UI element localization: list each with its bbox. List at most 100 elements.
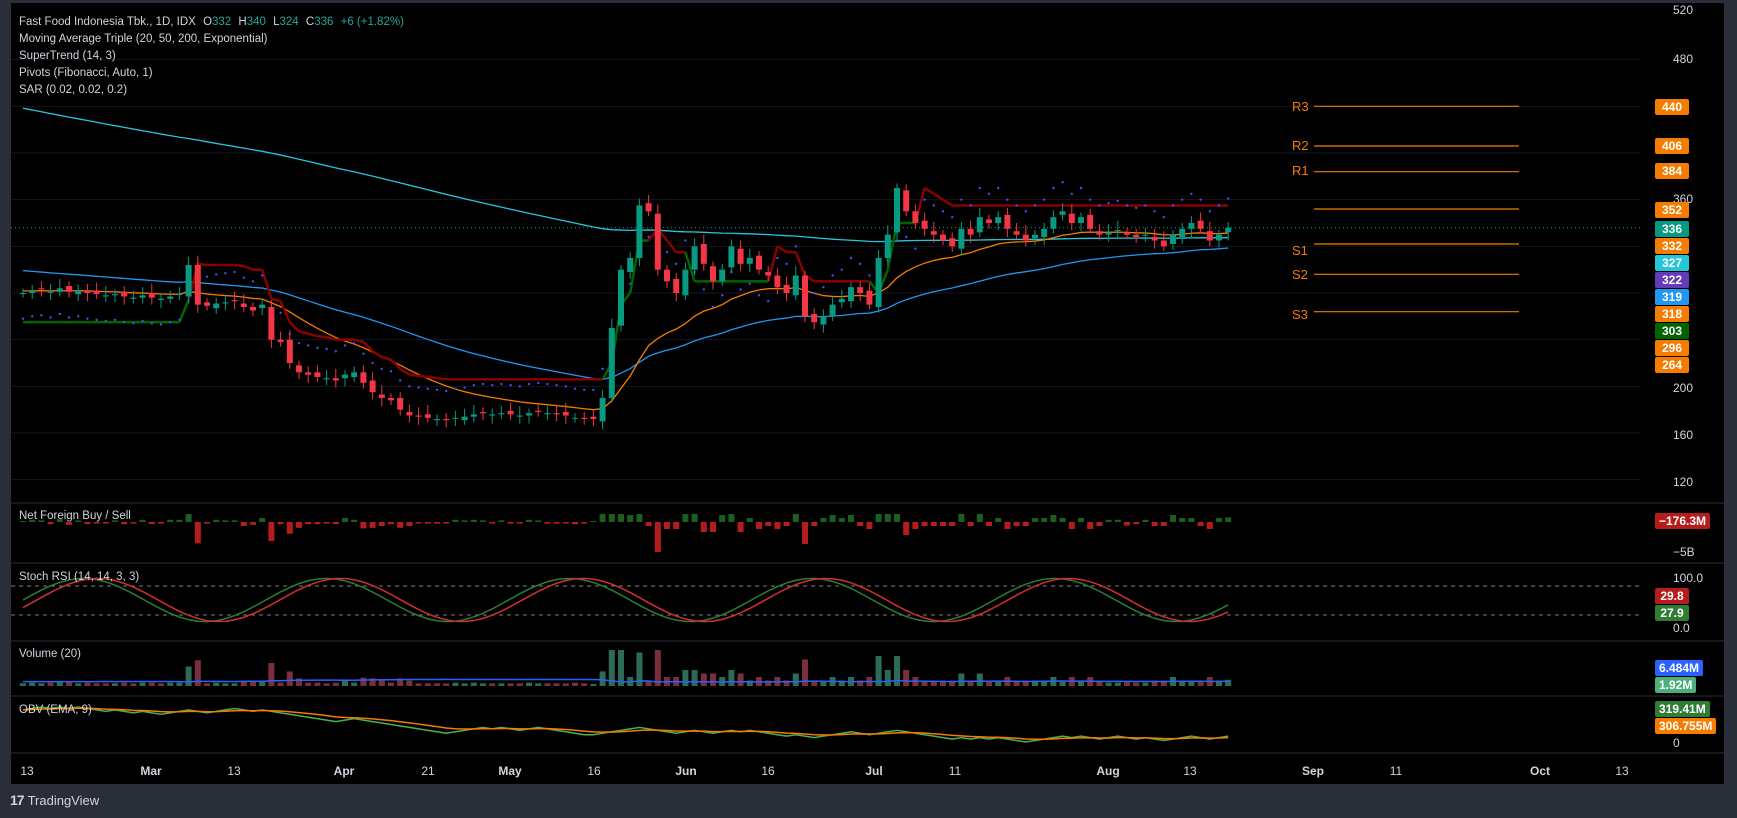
nfbs-bar (1206, 522, 1213, 529)
pane-title-volume[interactable]: Volume (20) (19, 648, 82, 660)
supertrend-segment (326, 336, 337, 341)
time-tick: Sep (1301, 764, 1325, 778)
supertrend-segment (381, 355, 392, 361)
indicator-legend-sar[interactable]: SAR (0.02, 0.02, 0.2) (19, 84, 128, 96)
time-tick: Oct (1529, 764, 1551, 778)
volume-bar (66, 681, 72, 686)
candle-body (213, 303, 220, 309)
tradingview-logo[interactable]: 17 TradingView (10, 792, 99, 808)
nfbs-bar (305, 522, 312, 525)
sar-dot (951, 215, 954, 219)
sar-dot (721, 294, 724, 297)
sar-dot (1227, 197, 1230, 200)
candle-body (397, 398, 404, 410)
sar-dot (555, 383, 558, 387)
supertrend-segment (353, 338, 364, 344)
nfbs-bar (986, 522, 992, 526)
candle-body (746, 258, 753, 264)
obv-axis-tick: 0 (1673, 736, 1680, 750)
candle-body (222, 302, 229, 304)
indicator-legend-ma[interactable]: Moving Average Triple (20, 50, 200, Expo… (19, 33, 268, 45)
price-tick: 520 (1673, 3, 1694, 17)
nfbs-bar (1188, 518, 1195, 522)
nfbs-bar (130, 522, 137, 524)
volume-bar (1114, 682, 1121, 686)
nfbs-bar (250, 522, 256, 525)
candle-body (268, 307, 275, 340)
price-badge-r3: 440 (1655, 99, 1689, 115)
volume-bar (185, 666, 192, 686)
nfbs-bar (544, 522, 551, 524)
candle-body (700, 244, 707, 264)
nfbs-bar (1179, 518, 1186, 522)
nfbs-bar (599, 514, 606, 522)
pane-title-nfbs[interactable]: Net Foreign Buy / Sell (19, 510, 131, 522)
sar-dot (1061, 180, 1064, 184)
price-tick: 160 (1673, 428, 1694, 442)
sar-dot (159, 323, 163, 326)
sar-dot (67, 316, 71, 319)
candle-body (654, 213, 661, 270)
candle-body (434, 419, 440, 421)
nfbs-bar (20, 521, 26, 522)
nfbs-bar (434, 522, 440, 524)
pane-title-obv[interactable]: OBV (EMA, 9) (19, 704, 92, 716)
candle-body (102, 295, 109, 297)
sar-dot (546, 382, 549, 386)
volume-bar (857, 680, 864, 686)
sar-dot (123, 320, 126, 324)
nfbs-bar (1225, 517, 1232, 522)
high-key: H (238, 16, 247, 28)
pane-title-stoch[interactable]: Stoch RSI (14, 14, 3, 3) (19, 571, 140, 583)
sar-dot (334, 350, 337, 353)
sar-dot (1015, 204, 1018, 207)
volume-bar (608, 650, 615, 686)
indicator-legend-supertrend[interactable]: SuperTrend (14, 3) (19, 50, 116, 62)
indicator-legend-pivots[interactable]: Pivots (Fibonacci, Auto, 1) (19, 67, 153, 79)
volume-bar (1032, 680, 1038, 686)
supertrend-segment (178, 299, 190, 323)
candle-body (369, 380, 376, 393)
volume-bar (1142, 682, 1149, 686)
nfbs-bar (608, 514, 615, 522)
candle-body (38, 288, 45, 290)
volume-bar (268, 663, 275, 686)
nfbs-bar (231, 520, 238, 522)
volume-bar (746, 680, 753, 686)
candle-body (618, 269, 624, 326)
supertrend-segment (317, 334, 327, 339)
chart-frame[interactable]: Fast Food Indonesia Tbk., 1D, IDX O332 H… (10, 2, 1725, 785)
volume-bar (507, 683, 514, 686)
nfbs-bar (636, 514, 643, 522)
nfbs-bar (1050, 515, 1057, 522)
volume-bar (516, 683, 523, 686)
nfbs-bar (351, 519, 358, 522)
candle-body (84, 290, 91, 293)
sar-dot (261, 274, 264, 277)
volume-bar (1096, 680, 1103, 686)
nfbs-bar (848, 515, 854, 522)
volume-bar (167, 682, 174, 686)
supertrend-segment (409, 373, 419, 378)
candle-body (737, 248, 744, 264)
candle-body (986, 219, 992, 223)
sar-dot (463, 386, 466, 389)
chart-canvas[interactable] (11, 3, 1724, 784)
time-tick: 13 (20, 764, 34, 778)
volume-bar (526, 682, 532, 686)
volume-bar (461, 683, 468, 686)
sar-dot (859, 262, 862, 266)
candle-body (949, 238, 956, 247)
volume-bar (369, 678, 376, 686)
volume-bar (995, 680, 1002, 686)
sar-dot (316, 346, 319, 350)
sar-dot (785, 262, 788, 266)
time-tick: 21 (421, 764, 435, 778)
volume-bar (323, 683, 330, 686)
candle-body (296, 365, 302, 373)
candle-body (1068, 213, 1075, 223)
nfbs-bar (1160, 522, 1167, 526)
nfbs-bar (93, 522, 100, 524)
sar-dot (1079, 186, 1083, 190)
candle-body (636, 205, 643, 258)
